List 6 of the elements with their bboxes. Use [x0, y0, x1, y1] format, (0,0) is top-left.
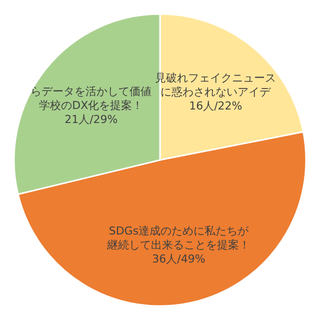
- data-label: 21人/29%: [64, 112, 118, 126]
- data-label: 36人/49%: [152, 252, 206, 266]
- slice-label: らデータを活かして価値学校のDX化を提案！: [30, 84, 152, 112]
- data-label: 16人/22%: [189, 99, 242, 112]
- slice-label: 見破れフェイクニュースに惑わされないアイデ: [155, 71, 276, 98]
- slice-label: SDGs達成のために私たちが継続して出来ることを提案！: [106, 224, 250, 252]
